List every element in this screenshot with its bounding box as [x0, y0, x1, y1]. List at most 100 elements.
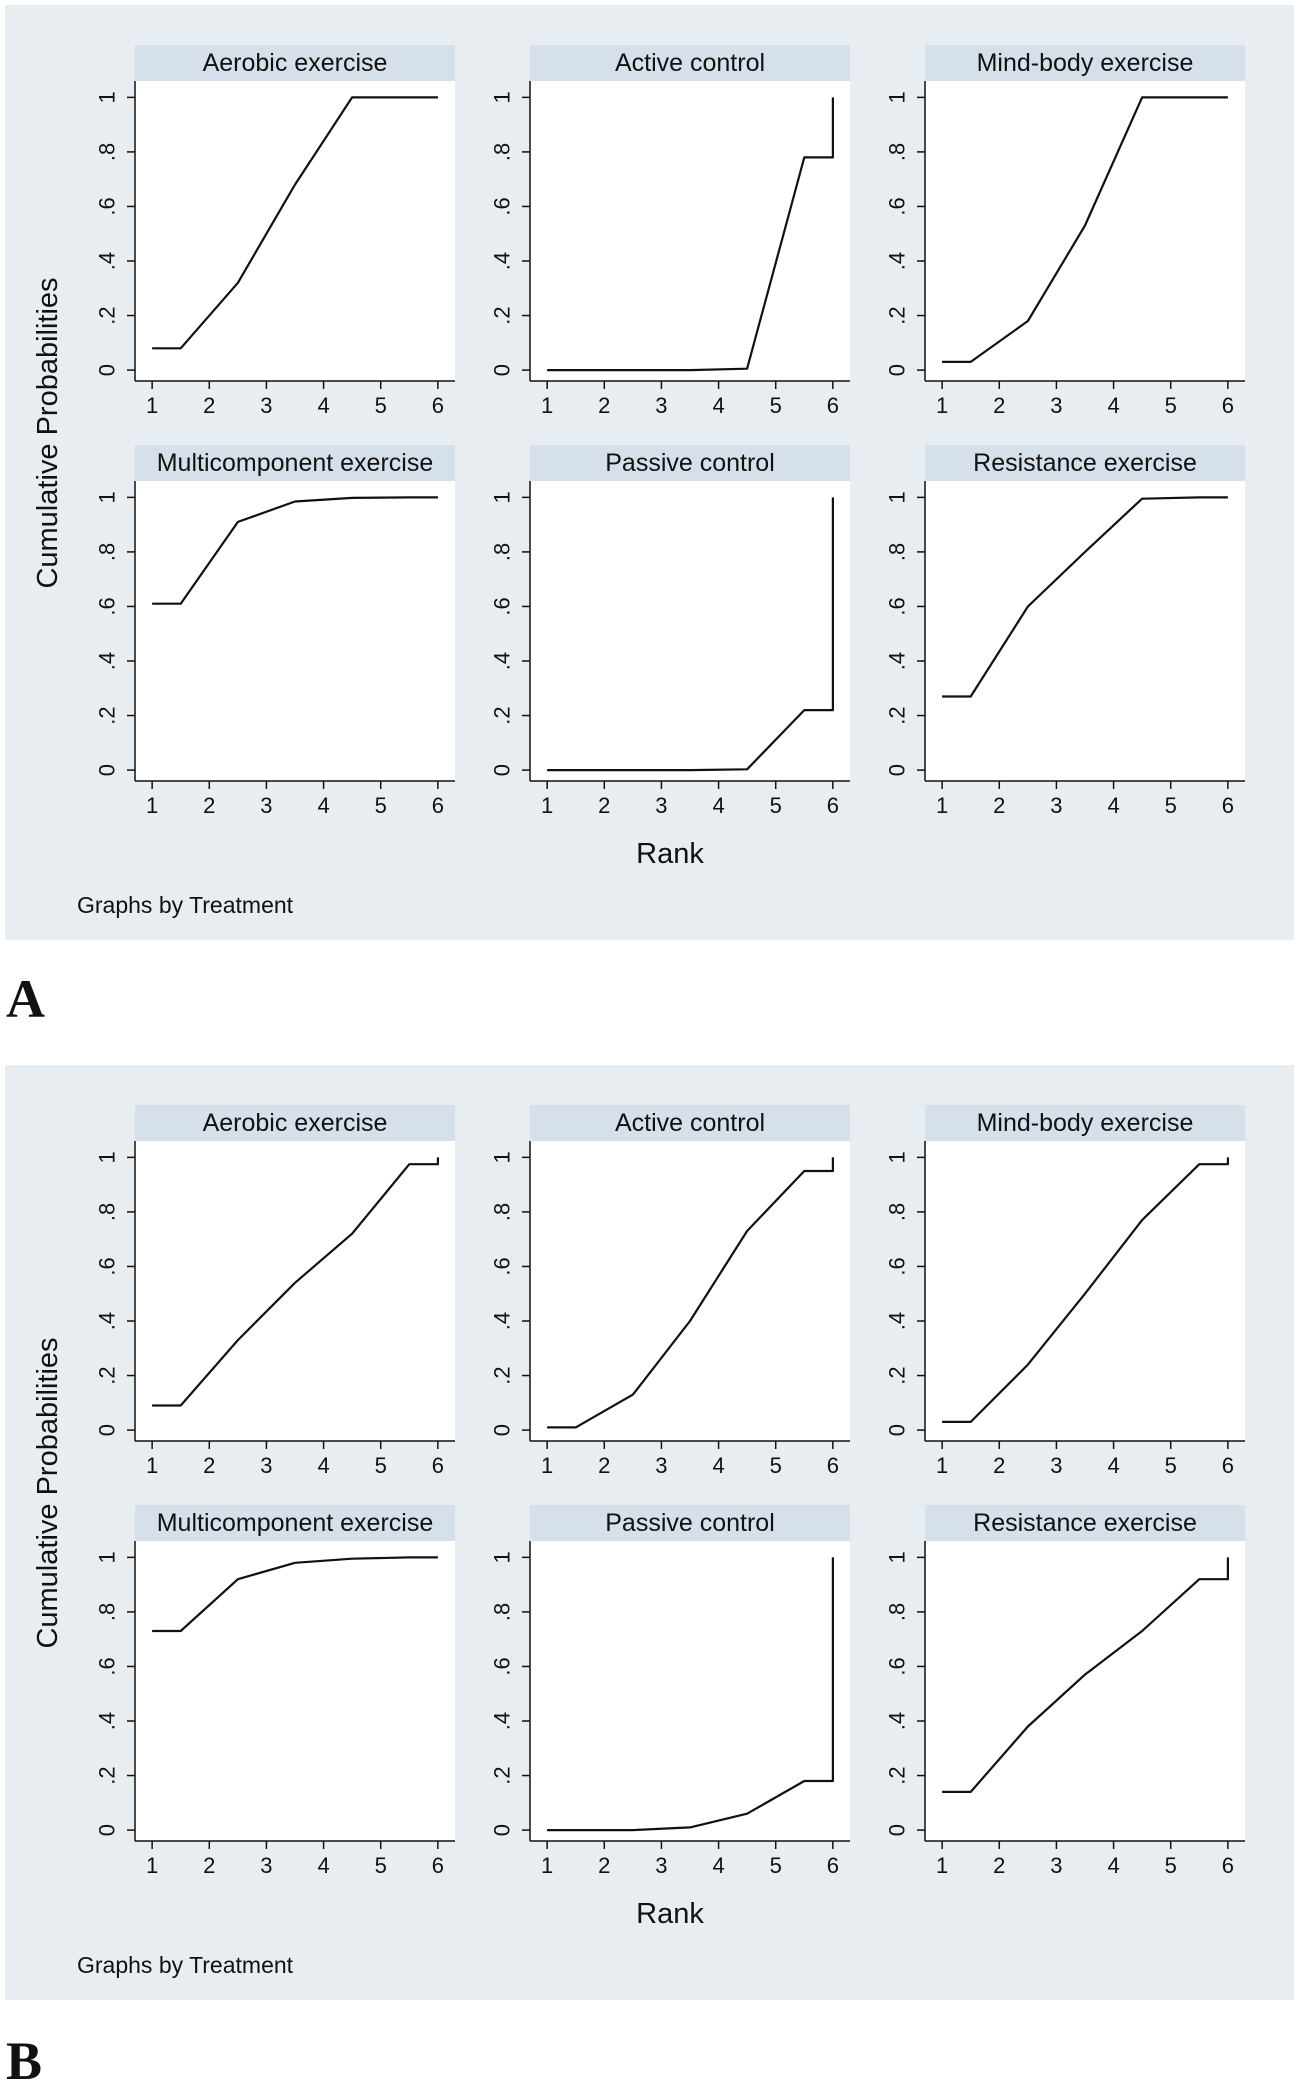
y-tick-label: .6: [885, 1257, 910, 1275]
x-tick-label: 1: [541, 393, 553, 418]
x-tick-label: 2: [598, 1453, 610, 1478]
x-tick-label: 1: [936, 1453, 948, 1478]
subplot-5: Passive control 0 .2 .4 .6 .8 1 1 2 3 4 5 6: [490, 1505, 850, 1878]
x-tick-label: 6: [1222, 793, 1234, 818]
x-tick-label: 3: [1050, 393, 1062, 418]
x-tick-label: 6: [432, 393, 444, 418]
x-tick-label: 4: [317, 793, 329, 818]
x-tick-label: 1: [936, 793, 948, 818]
x-tick-label: 5: [770, 1453, 782, 1478]
x-tick-label: 4: [1107, 793, 1119, 818]
plot-area: [135, 481, 455, 781]
x-tick-label: 4: [1107, 1453, 1119, 1478]
x-tick-label: 6: [432, 1853, 444, 1878]
y-tick-label: .2: [885, 1366, 910, 1384]
subplot-4: Multicomponent exercise 0 .2 .4 .6 .8 1 1 2 3 4 5 6: [95, 445, 455, 818]
y-tick-label: .8: [490, 143, 515, 161]
x-tick-label: 3: [655, 1453, 667, 1478]
y-tick-label: 0: [95, 764, 120, 776]
x-tick-label: 5: [1165, 393, 1177, 418]
y-tick-label: 1: [885, 1151, 910, 1163]
y-axis-title: Cumulative Probabilities: [32, 277, 64, 588]
x-tick-label: 5: [770, 1853, 782, 1878]
x-tick-label: 4: [712, 1453, 724, 1478]
x-tick-label: 6: [1222, 1853, 1234, 1878]
x-tick-label: 1: [936, 1853, 948, 1878]
series-line: [942, 496, 1228, 698]
x-tick-label: 5: [375, 1853, 387, 1878]
y-tick-label: .6: [490, 1657, 515, 1675]
y-tick-label: .8: [95, 1203, 120, 1221]
y-tick-label: .4: [490, 1712, 515, 1730]
y-tick-label: .2: [885, 706, 910, 724]
x-tick-label: 2: [993, 1453, 1005, 1478]
subplot-title: Aerobic exercise: [203, 49, 388, 77]
plot-area: [530, 481, 850, 781]
y-tick-label: .2: [95, 1766, 120, 1784]
x-tick-label: 5: [375, 393, 387, 418]
x-tick-label: 3: [1050, 1453, 1062, 1478]
plot-area: [530, 1141, 850, 1441]
y-tick-label: .6: [95, 1657, 120, 1675]
subplot-title-strip: [530, 1505, 850, 1541]
subplot-6: Resistance exercise 0 .2 .4 .6 .8 1 1 2 3 4 5 6: [885, 1505, 1245, 1878]
x-tick-label: 4: [317, 393, 329, 418]
x-tick-label: 6: [432, 793, 444, 818]
y-tick-label: .8: [95, 143, 120, 161]
y-tick-label: 0: [490, 364, 515, 376]
x-tick-label: 5: [770, 793, 782, 818]
x-tick-label: 3: [260, 393, 272, 418]
y-tick-label: 1: [490, 1551, 515, 1563]
subplot-title: Resistance exercise: [973, 449, 1197, 477]
subplot-title: Multicomponent exercise: [157, 1509, 434, 1537]
figure-a: Aerobic exercise 0.2.4.6.8 1 1 2 3 4 5 6 Active c…: [5, 5, 1294, 940]
panel-label-b: B: [6, 2031, 43, 2091]
series-line: [152, 1157, 439, 1407]
y-tick-label: .8: [490, 543, 515, 561]
x-tick-label: 3: [260, 793, 272, 818]
plot-area: [135, 1141, 455, 1441]
graphs-by-note: Graphs by Treatment: [77, 892, 294, 918]
y-tick-label: 0: [490, 1424, 515, 1436]
y-tick-label: .8: [885, 543, 910, 561]
subplot-title-strip: [530, 1105, 850, 1141]
y-tick-label: 1: [885, 1551, 910, 1563]
y-tick-label: .2: [490, 1766, 515, 1784]
y-tick-label: 1: [885, 491, 910, 503]
x-tick-label: 2: [993, 1853, 1005, 1878]
subplot-title-strip: [135, 1505, 455, 1541]
series-line: [547, 497, 835, 772]
subplot-title-strip: [925, 445, 1245, 481]
x-tick-label: 3: [260, 1853, 272, 1878]
y-tick-label: .2: [95, 706, 120, 724]
x-tick-label: 4: [317, 1453, 329, 1478]
x-tick-label: 5: [375, 1453, 387, 1478]
y-tick-label: 1: [490, 91, 515, 103]
subplot-title: Passive control: [605, 1509, 775, 1537]
y-tick-label: 0: [885, 1824, 910, 1836]
y-tick-label: .2: [95, 1366, 120, 1384]
y-tick-label: 0: [95, 1424, 120, 1436]
x-tick-label: 5: [1165, 1453, 1177, 1478]
y-tick-label: 1: [95, 491, 120, 503]
subplot-title: Passive control: [605, 449, 775, 477]
y-tick-label: .4: [490, 1312, 515, 1330]
subplot-5: Passive control 0 .2 .4 .6 .8 1 1 2 3 4 5 6: [490, 445, 850, 818]
y-tick-label: 0: [885, 1424, 910, 1436]
plot-area: [530, 81, 850, 381]
y-tick-label: .4: [490, 652, 515, 670]
x-tick-label: 4: [712, 793, 724, 818]
subplot-2: Active control 0 .2 .4 .6 .8 1 1 2 3 4 5 6: [490, 1105, 850, 1478]
series-line: [152, 1556, 438, 1633]
x-tick-label: 4: [317, 1853, 329, 1878]
x-tick-label: 6: [827, 1453, 839, 1478]
y-tick-label: 1: [490, 1151, 515, 1163]
subplot-title: Active control: [615, 49, 765, 77]
y-tick-label: .8: [490, 1203, 515, 1221]
subplot-title: Multicomponent exercise: [157, 449, 434, 477]
x-tick-label: 2: [598, 793, 610, 818]
y-tick-label: 1: [885, 91, 910, 103]
plot-area: [925, 1141, 1245, 1441]
x-tick-label: 2: [993, 393, 1005, 418]
